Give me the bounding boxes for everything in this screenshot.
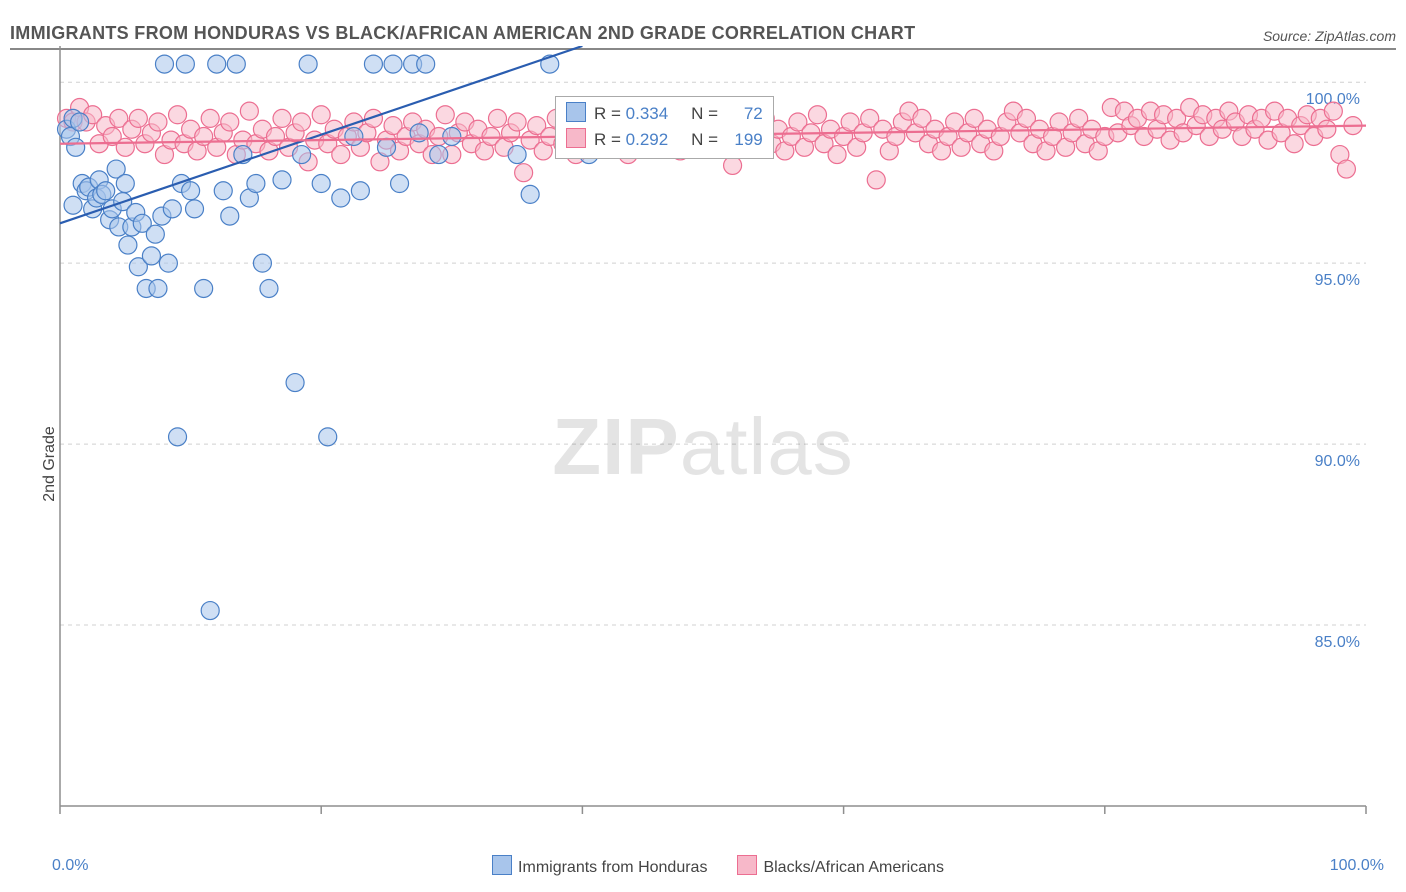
data-point <box>351 182 369 200</box>
data-point <box>1285 135 1303 153</box>
chart-area: 2nd Grade 85.0%90.0%95.0%100.0% ZIPatlas… <box>10 46 1396 882</box>
y-tick-label: 90.0% <box>1315 453 1360 470</box>
data-point <box>182 182 200 200</box>
r-label: R = <box>594 130 626 149</box>
data-point <box>221 113 239 131</box>
source-label: Source: ZipAtlas.com <box>1263 28 1396 44</box>
data-point <box>273 171 291 189</box>
scatter-chart: 85.0%90.0%95.0%100.0% <box>10 46 1396 846</box>
data-point <box>119 236 137 254</box>
chart-title: IMMIGRANTS FROM HONDURAS VS BLACK/AFRICA… <box>10 23 915 44</box>
data-point <box>214 182 232 200</box>
data-point <box>1337 160 1355 178</box>
bottom-legend: 0.0% Immigrants from HondurasBlacks/Afri… <box>10 850 1396 882</box>
legend-swatch <box>492 855 512 875</box>
n-value: 72 <box>723 101 763 127</box>
data-point <box>1318 120 1336 138</box>
y-tick-label: 95.0% <box>1315 272 1360 289</box>
data-point <box>332 146 350 164</box>
data-point <box>149 113 167 131</box>
data-point <box>155 55 173 73</box>
n-label: N = <box>691 130 723 149</box>
data-point <box>227 55 245 73</box>
data-point <box>332 189 350 207</box>
data-point <box>345 127 363 145</box>
data-point <box>247 175 265 193</box>
data-point <box>169 428 187 446</box>
data-point <box>378 138 396 156</box>
r-value: 0.292 <box>626 127 682 153</box>
data-point <box>146 225 164 243</box>
data-point <box>293 113 311 131</box>
data-point <box>176 55 194 73</box>
data-point <box>163 200 181 218</box>
data-point <box>97 182 115 200</box>
data-point <box>312 175 330 193</box>
legend-swatch <box>737 855 757 875</box>
data-point <box>149 279 167 297</box>
legend-label-honduras: Immigrants from Honduras <box>518 859 707 876</box>
data-point <box>299 55 317 73</box>
data-point <box>312 106 330 124</box>
data-point <box>724 156 742 174</box>
data-point <box>489 109 507 127</box>
y-tick-label: 85.0% <box>1315 634 1360 651</box>
data-point <box>1324 102 1342 120</box>
data-point <box>186 200 204 218</box>
data-point <box>286 374 304 392</box>
data-point <box>208 55 226 73</box>
data-point <box>260 279 278 297</box>
data-point <box>293 146 311 164</box>
data-point <box>273 109 291 127</box>
stats-row-honduras: R = 0.334 N = 72 <box>566 101 763 127</box>
data-point <box>116 138 134 156</box>
y-axis-label: 2nd Grade <box>41 426 59 502</box>
data-point <box>116 175 134 193</box>
data-point <box>240 102 258 120</box>
data-point <box>430 146 448 164</box>
data-point <box>142 247 160 265</box>
data-point <box>384 55 402 73</box>
data-point <box>201 602 219 620</box>
data-point <box>364 55 382 73</box>
data-point <box>64 196 82 214</box>
stats-row-black: R = 0.292 N = 199 <box>566 127 763 153</box>
title-bar: IMMIGRANTS FROM HONDURAS VS BLACK/AFRICA… <box>10 12 1396 50</box>
data-point <box>508 146 526 164</box>
data-point <box>195 279 213 297</box>
data-point <box>508 113 526 131</box>
r-label: R = <box>594 104 626 123</box>
data-point <box>201 109 219 127</box>
data-point <box>436 106 454 124</box>
legend-swatch <box>566 128 586 148</box>
data-point <box>159 254 177 272</box>
legend-label-black: Blacks/African Americans <box>763 859 944 876</box>
data-point <box>67 138 85 156</box>
data-point <box>828 146 846 164</box>
legend-swatch <box>566 102 586 122</box>
r-value: 0.334 <box>626 101 682 127</box>
n-label: N = <box>691 104 723 123</box>
data-point <box>515 164 533 182</box>
data-point <box>391 175 409 193</box>
data-point <box>443 127 461 145</box>
data-point <box>808 106 826 124</box>
data-point <box>253 254 271 272</box>
x-axis-max-label: 100.0% <box>1330 857 1384 875</box>
data-point <box>71 113 89 131</box>
data-point <box>169 106 187 124</box>
data-point <box>521 185 539 203</box>
series-legend: Immigrants from Honduras Blacks/African A… <box>10 855 1396 877</box>
data-point <box>417 55 435 73</box>
data-point <box>867 171 885 189</box>
data-point <box>221 207 239 225</box>
n-value: 199 <box>723 127 763 153</box>
data-point <box>129 109 147 127</box>
data-point <box>319 428 337 446</box>
stats-legend-box: R = 0.334 N = 72R = 0.292 N = 199 <box>555 96 774 159</box>
